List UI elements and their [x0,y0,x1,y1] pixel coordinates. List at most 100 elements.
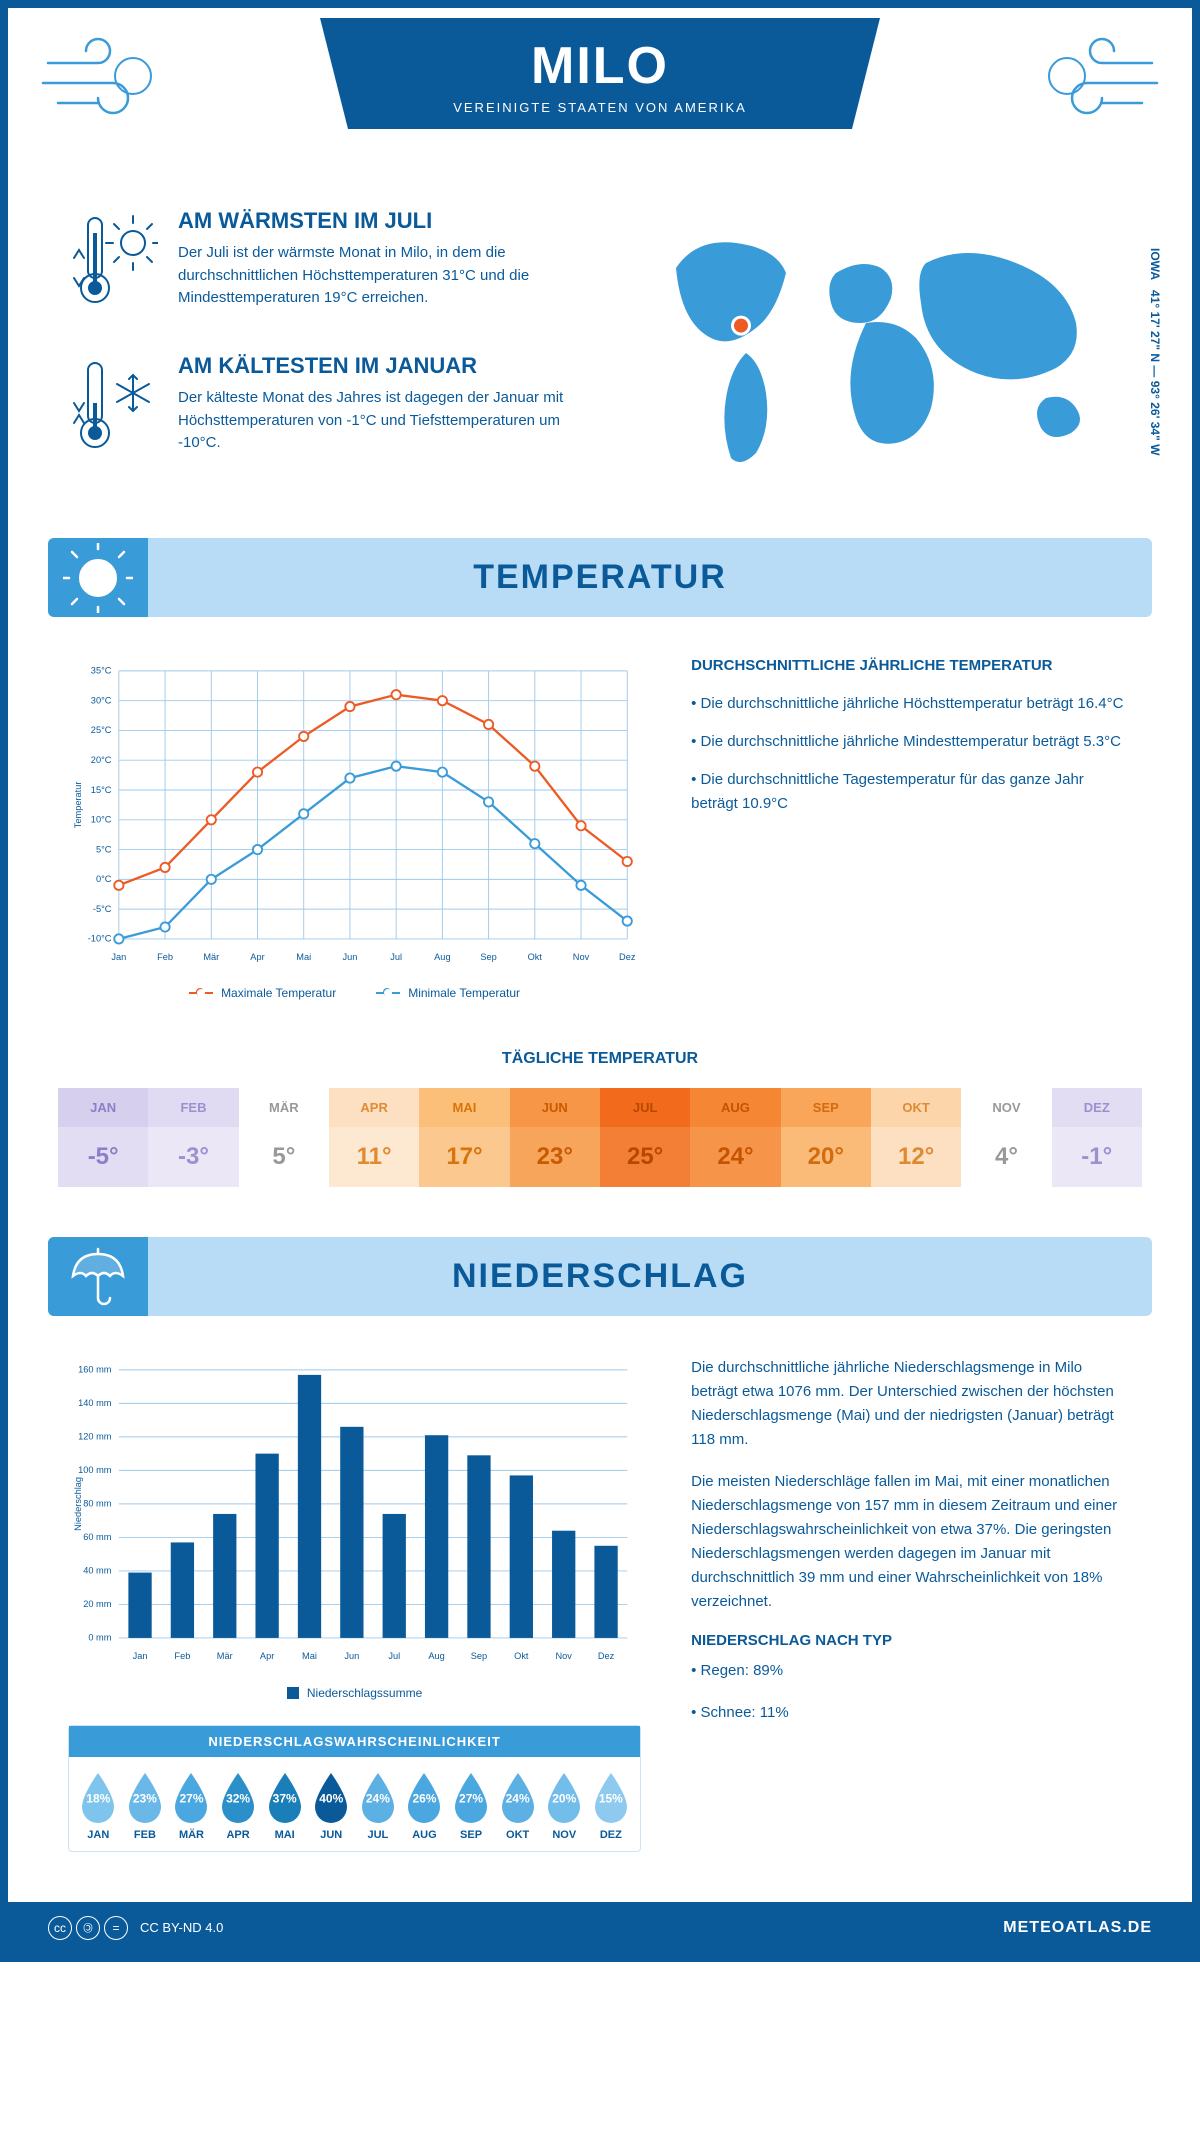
license-text: CC BY-ND 4.0 [140,1920,223,1935]
svg-text:30°C: 30°C [91,695,112,705]
temp-cell: APR 11° [329,1088,419,1187]
svg-text:10°C: 10°C [91,815,112,825]
svg-text:Mär: Mär [203,952,219,962]
svg-text:15°C: 15°C [91,785,112,795]
svg-text:-5°C: -5°C [93,904,112,914]
svg-text:Jul: Jul [390,952,402,962]
fact-warm: AM WÄRMSTEN IM JULI Der Juli ist der wär… [68,208,580,318]
site-name: METEOATLAS.DE [1003,1919,1152,1937]
svg-text:Dez: Dez [619,952,636,962]
prob-cell: 24% JUL [355,1771,402,1841]
section-header-precipitation: NIEDERSCHLAG [48,1237,1152,1316]
prob-cell: 40% JUN [308,1771,355,1841]
svg-text:Temperatur: Temperatur [73,782,83,829]
info-point: • Die durchschnittliche jährliche Mindes… [691,730,1132,754]
svg-text:Jun: Jun [342,952,357,962]
svg-text:Jan: Jan [111,952,126,962]
sun-badge-icon [48,538,148,617]
temperature-chart: -10°C -5°C 0°C 5°C 10°C 15°C 20°C 25°C 30°C 35°C J… [68,657,641,1000]
fact-warm-text: Der Juli ist der wärmste Monat in Milo, … [178,242,580,310]
prob-cell: 26% AUG [401,1771,448,1841]
svg-text:Okt: Okt [514,1651,529,1661]
precipitation-chart: 0 mm20 mm40 mm60 mm80 mm100 mm120 mm140 … [68,1356,641,1699]
temperature-info: DURCHSCHNITTLICHE JÄHRLICHE TEMPERATUR •… [691,657,1132,1000]
prob-cell: 32% APR [215,1771,262,1841]
svg-text:-10°C: -10°C [88,934,112,944]
svg-text:Jan: Jan [133,1651,148,1661]
info-point: • Die durchschnittliche Tagestemperatur … [691,768,1132,816]
svg-text:Jul: Jul [388,1651,400,1661]
svg-text:Apr: Apr [250,952,264,962]
prob-cell: 27% SEP [448,1771,495,1841]
temp-cell: MAI 17° [419,1088,509,1187]
svg-text:Mai: Mai [302,1651,317,1661]
section-title: NIEDERSCHLAG [48,1257,1152,1296]
svg-text:60 mm: 60 mm [83,1532,112,1542]
temp-cell: NOV 4° [961,1088,1051,1187]
umbrella-badge-icon [48,1237,148,1316]
temp-cell: JUL 25° [600,1088,690,1187]
svg-text:Dez: Dez [598,1651,615,1661]
title-banner: MILO VEREINIGTE STAATEN VON AMERIKA [320,18,880,129]
svg-text:Apr: Apr [260,1651,274,1661]
thermometer-sun-icon [68,208,158,318]
svg-text:120 mm: 120 mm [78,1432,112,1442]
section-header-temperature: TEMPERATUR [48,538,1152,617]
wind-icon [38,28,178,128]
svg-text:140 mm: 140 mm [78,1398,112,1408]
svg-text:Okt: Okt [528,952,543,962]
svg-text:Aug: Aug [428,1651,444,1661]
svg-text:0 mm: 0 mm [88,1633,111,1643]
by-type-item: • Regen: 89% [691,1659,1132,1683]
svg-text:Jun: Jun [344,1651,359,1661]
temp-cell: OKT 12° [871,1088,961,1187]
coordinates: IOWA 41° 17' 27" N — 93° 26' 34" W [1148,248,1162,455]
prob-cell: 23% FEB [122,1771,169,1841]
svg-text:Feb: Feb [174,1651,190,1661]
prob-cell: 24% OKT [494,1771,541,1841]
temp-cell: JUN 23° [510,1088,600,1187]
info-point: • Die durchschnittliche jährliche Höchst… [691,692,1132,716]
page-subtitle: VEREINIGTE STAATEN VON AMERIKA [400,100,800,115]
temp-cell: FEB -3° [148,1088,238,1187]
svg-text:25°C: 25°C [91,725,112,735]
svg-text:0°C: 0°C [96,874,112,884]
prob-cell: 27% MÄR [168,1771,215,1841]
footer: cc🄯= CC BY-ND 4.0 METEOATLAS.DE [8,1902,1192,1954]
temp-legend: Maximale Temperatur Minimale Temperatur [68,986,641,1000]
svg-text:35°C: 35°C [91,666,112,676]
prob-cell: 20% NOV [541,1771,588,1841]
section-title: TEMPERATUR [48,558,1152,597]
svg-text:Sep: Sep [480,952,496,962]
fact-cold-text: Der kälteste Monat des Jahres ist dagege… [178,387,580,455]
svg-text:5°C: 5°C [96,844,112,854]
svg-text:40 mm: 40 mm [83,1566,112,1576]
fact-cold-title: AM KÄLTESTEN IM JANUAR [178,353,580,379]
header: MILO VEREINIGTE STAATEN VON AMERIKA [8,8,1192,188]
prob-cell: 37% MAI [261,1771,308,1841]
svg-text:Sep: Sep [471,1651,487,1661]
temp-cell: SEP 20° [781,1088,871,1187]
daily-temp-table: JAN -5° FEB -3° MÄR 5° APR 11° MAI 17° J… [58,1088,1142,1187]
temp-cell: DEZ -1° [1052,1088,1142,1187]
precipitation-info: Die durchschnittliche jährliche Niedersc… [691,1356,1132,1851]
page-title: MILO [400,36,800,96]
overview: AM WÄRMSTEN IM JULI Der Juli ist der wär… [8,188,1192,538]
by-type-item: • Schnee: 11% [691,1701,1132,1725]
svg-text:Nov: Nov [555,1651,572,1661]
wind-icon [1022,28,1162,128]
svg-text:Feb: Feb [157,952,173,962]
thermometer-snow-icon [68,353,158,463]
svg-text:160 mm: 160 mm [78,1365,112,1375]
cc-license-icon: cc🄯= [48,1916,128,1940]
temp-cell: AUG 24° [690,1088,780,1187]
fact-cold: AM KÄLTESTEN IM JANUAR Der kälteste Mona… [68,353,580,463]
svg-text:Aug: Aug [434,952,450,962]
svg-text:Mär: Mär [217,1651,233,1661]
precipitation-probability: NIEDERSCHLAGSWAHRSCHEINLICHKEIT 18% JAN … [68,1725,641,1852]
world-map [620,208,1132,488]
svg-text:Niederschlag: Niederschlag [73,1477,83,1531]
prob-cell: 18% JAN [75,1771,122,1841]
svg-text:80 mm: 80 mm [83,1499,112,1509]
svg-text:20°C: 20°C [91,755,112,765]
